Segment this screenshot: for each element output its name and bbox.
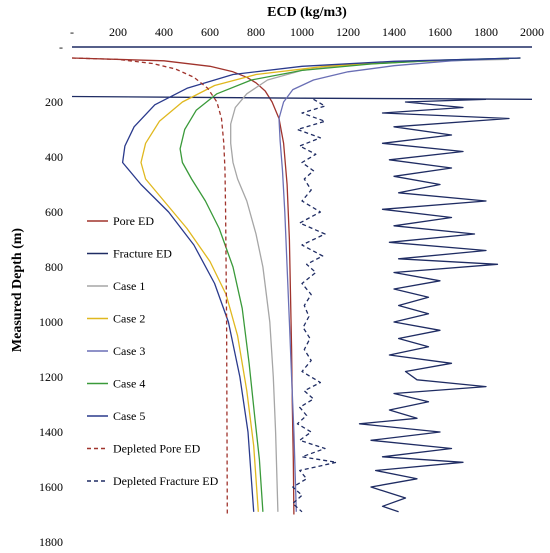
series-line-case-1 (230, 58, 510, 512)
legend-label: Depleted Fracture ED (113, 474, 219, 488)
legend: Pore ED Fracture ED Case 1 Case 2 Case 3 Case… (87, 214, 219, 488)
series-line-depleted-pore-ed (71, 57, 228, 515)
y-tick-label: 1200 (39, 370, 63, 384)
x-tick-label: 200 (109, 25, 127, 39)
series-line-case-4 (179, 57, 521, 512)
y-tick-label: 200 (45, 95, 63, 109)
y-tick-label: - (59, 40, 63, 54)
x-tick-label: 1200 (336, 25, 360, 39)
x-tick-label: 2000 (520, 25, 544, 39)
y-tick-label: 600 (45, 205, 63, 219)
y-tick-labels: - 200 400 600 800 1000 1200 1400 1600 1800 (39, 40, 63, 549)
series-line-case-3 (278, 57, 521, 512)
legend-label: Fracture ED (113, 247, 172, 261)
legend-label: Case 1 (113, 279, 145, 293)
legend-label: Case 2 (113, 312, 145, 326)
chart-title: ECD (kg/m3) (267, 5, 347, 20)
x-tick-label: 1000 (290, 25, 314, 39)
series-line-log-trace (358, 98, 510, 513)
x-tick-label: 400 (155, 25, 173, 39)
x-tick-label: 1800 (474, 25, 498, 39)
y-tick-label: 1800 (39, 535, 63, 549)
legend-label: Case 5 (113, 409, 145, 423)
legend-label: Case 3 (113, 344, 145, 358)
legend-label: Case 4 (113, 377, 145, 391)
y-tick-label: 1400 (39, 425, 63, 439)
x-tick-label: 1600 (428, 25, 452, 39)
x-tick-label: - (70, 25, 74, 39)
y-tick-label: 800 (45, 260, 63, 274)
legend-label: Depleted Pore ED (113, 442, 201, 456)
y-tick-label: 400 (45, 150, 63, 164)
series-line-case-5 (121, 57, 521, 512)
x-tick-labels: - 200 400 600 800 1000 1200 1400 1600 1800 2000 (70, 25, 544, 39)
y-axis-title: Measured Depth (m) (10, 228, 25, 353)
x-tick-label: 800 (247, 25, 265, 39)
legend-label: Pore ED (113, 214, 154, 228)
y-tick-label: 1000 (39, 315, 63, 329)
series-line-fracture-ed (71, 95, 533, 100)
plot-series (71, 57, 533, 515)
x-tick-label: 1400 (382, 25, 406, 39)
series-line-depleted-fracture-ed (292, 98, 338, 513)
x-tick-label: 600 (201, 25, 219, 39)
series-line-case-2 (140, 57, 521, 512)
y-tick-label: 1600 (39, 480, 63, 494)
